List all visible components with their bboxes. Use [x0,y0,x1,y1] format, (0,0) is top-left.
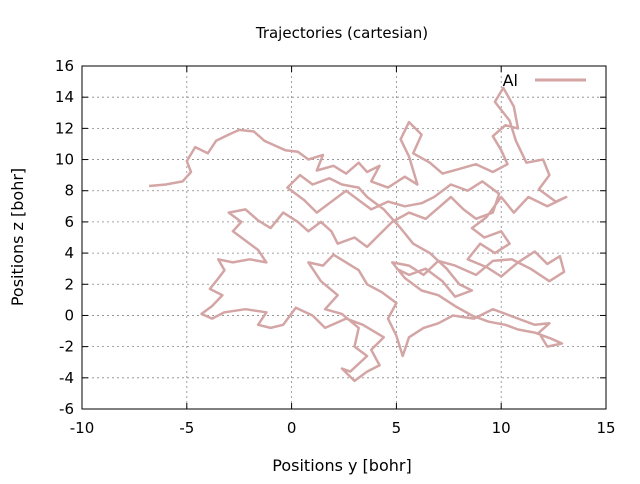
x-axis-label: Positions y [bohr] [272,456,411,475]
x-tick-label: 5 [392,419,402,437]
y-tick-label: 14 [55,88,74,106]
y-tick-label: 6 [64,213,74,231]
grid [82,66,606,409]
y-tick-label: 2 [64,275,74,293]
y-tick-label: 10 [55,151,74,169]
y-tick-label: -2 [59,338,74,356]
legend: Al [503,71,586,90]
x-tick-label: 15 [596,419,615,437]
y-tick-label: 16 [55,57,74,75]
x-tick-label: -10 [70,419,95,437]
chart-title: Trajectories (cartesian) [255,24,428,42]
series-line-al [148,86,568,383]
legend-label-al: Al [503,71,518,90]
x-tick-label: 0 [287,419,297,437]
plot-border [81,65,607,410]
y-tick-label: -6 [59,400,74,418]
y-ticks: -6 -4 -2 0 2 4 6 8 10 12 14 16 [55,57,606,418]
y-tick-label: -4 [59,369,74,387]
y-tick-label: 0 [64,306,74,324]
y-tick-label: 8 [64,182,74,200]
x-tick-label: -5 [179,419,194,437]
x-tick-label: 10 [492,419,511,437]
y-tick-label: 4 [64,244,74,262]
x-ticks: -10 -5 0 5 10 15 [70,66,616,437]
y-axis-label: Positions z [bohr] [8,168,27,306]
y-tick-label: 12 [55,119,74,137]
